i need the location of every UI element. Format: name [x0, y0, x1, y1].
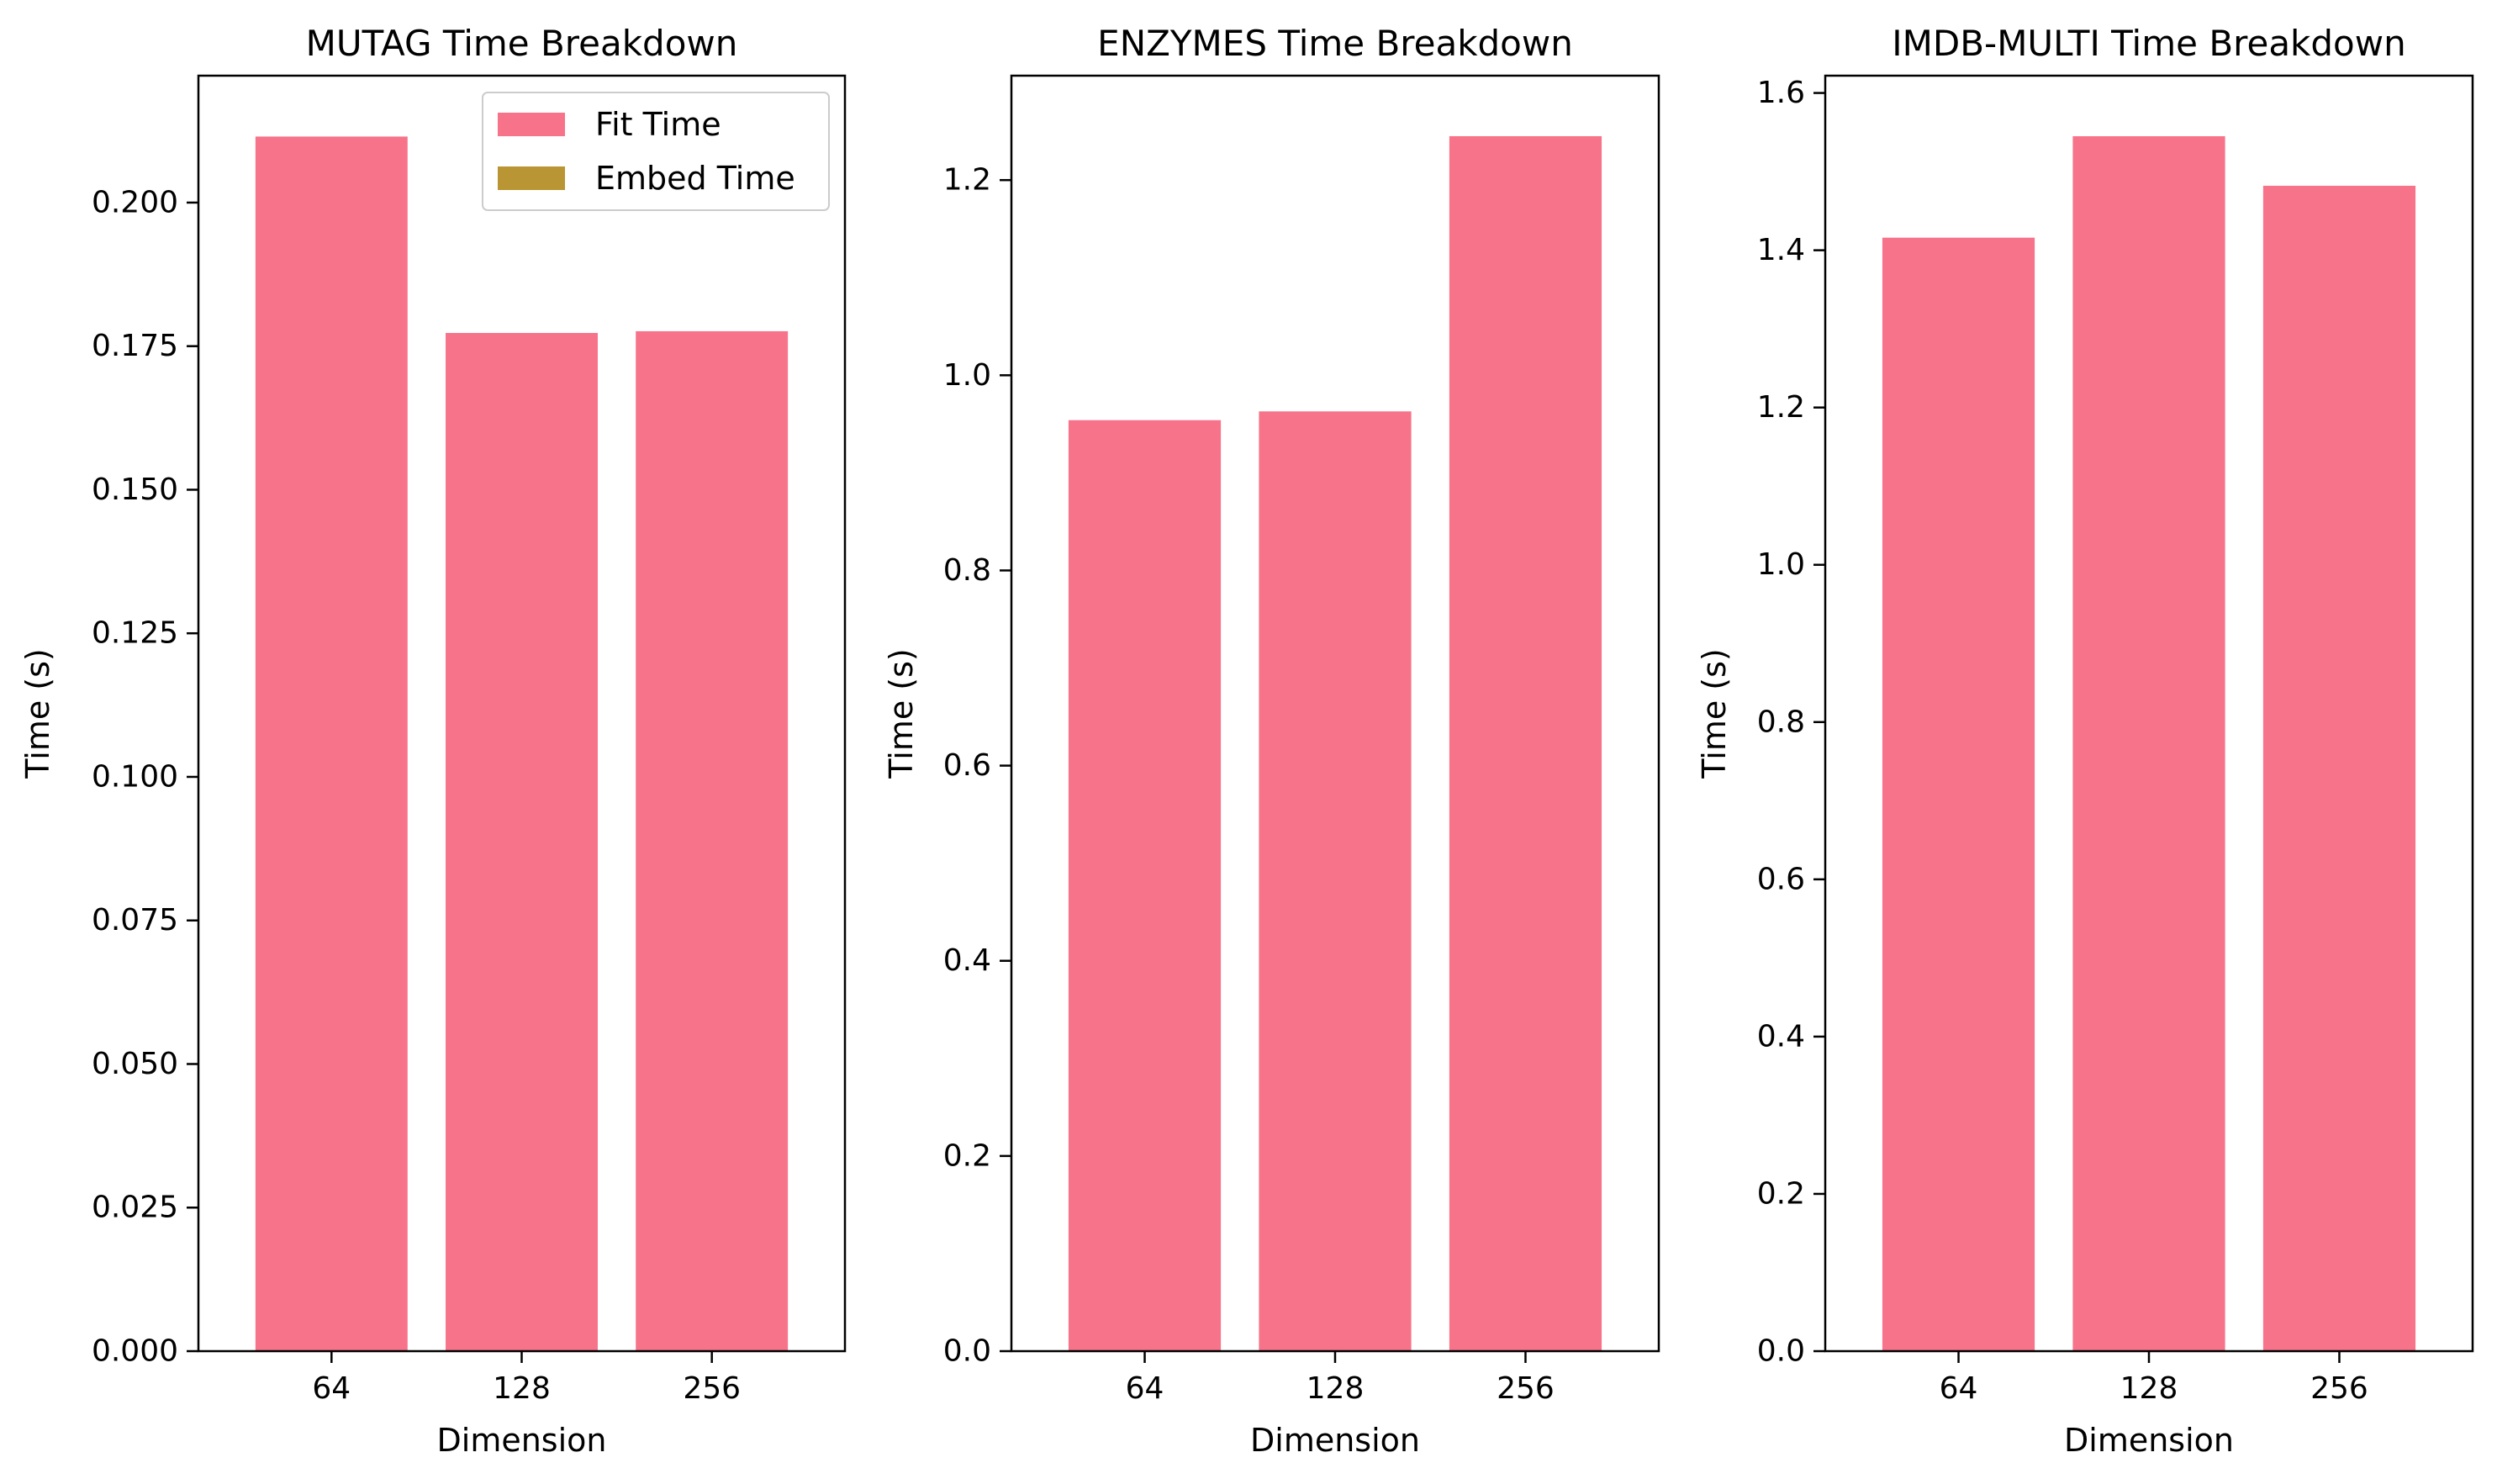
bar-fit-time-256 [2262, 185, 2416, 1351]
bar-fit-time-64 [1882, 237, 2035, 1352]
x-tick-label: 64 [312, 1371, 351, 1406]
bar-fit-time-128 [1259, 411, 1412, 1351]
x-tick-label: 256 [2310, 1371, 2368, 1406]
y-tick-label: 0.8 [1757, 705, 1805, 739]
y-tick-label: 0.200 [92, 185, 178, 219]
y-tick-label: 0.025 [92, 1191, 178, 1225]
y-tick-label: 1.2 [943, 163, 991, 198]
y-tick-label: 0.075 [92, 903, 178, 937]
y-tick-label: 0.175 [92, 329, 178, 363]
y-tick-label: 0.2 [943, 1138, 991, 1173]
y-tick-label: 0.100 [92, 759, 178, 794]
y-tick-label: 0.2 [1757, 1176, 1805, 1211]
x-tick-label: 64 [1126, 1371, 1164, 1406]
bar-fit-time-64 [255, 136, 408, 1351]
y-tick-label: 1.2 [1757, 390, 1805, 425]
y-tick-label: 0.000 [92, 1334, 178, 1369]
x-axis-label: Dimension [437, 1422, 607, 1459]
x-tick-label: 128 [2120, 1371, 2178, 1406]
y-tick-label: 0.050 [92, 1047, 178, 1081]
x-axis-label: Dimension [1250, 1422, 1420, 1459]
x-tick-label: 64 [1940, 1371, 1978, 1406]
bar-fit-time-256 [1449, 135, 1602, 1351]
y-axis-label: Time (s) [19, 648, 56, 779]
legend: Fit Time Embed Time [482, 92, 830, 211]
y-axis-label: Time (s) [883, 648, 920, 779]
y-tick-label: 0.6 [1757, 862, 1805, 896]
y-tick-label: 0.4 [943, 943, 991, 978]
y-axis-label: Time (s) [1696, 648, 1733, 779]
chart-panel-enzymes: 0.0 0.2 0.4 0.6 0.8 1.0 1.2 64 128 256 ENZYMES Tim… [883, 23, 1660, 1459]
bar-fit-time-256 [636, 330, 789, 1351]
x-tick-label: 128 [493, 1371, 551, 1406]
y-tick-label: 1.0 [943, 358, 991, 393]
y-tick-label: 1.4 [1757, 233, 1805, 267]
bar-fit-time-64 [1068, 420, 1222, 1352]
x-tick-label: 256 [1497, 1371, 1555, 1406]
bar-fit-time-128 [2072, 136, 2225, 1352]
x-tick-label: 128 [1307, 1371, 1365, 1406]
legend-swatch-embed-time [498, 166, 565, 190]
x-tick-label: 256 [683, 1371, 741, 1406]
y-tick-label: 0.4 [1757, 1019, 1805, 1054]
y-tick-label: 0.0 [1757, 1334, 1805, 1369]
y-tick-label: 0.0 [943, 1334, 991, 1369]
legend-box [482, 92, 830, 211]
y-tick-label: 0.125 [92, 616, 178, 651]
y-tick-label: 0.6 [943, 748, 991, 783]
legend-label-embed-time: Embed Time [595, 160, 795, 197]
chart-title: ENZYMES Time Breakdown [1097, 23, 1573, 64]
y-tick-label: 0.8 [943, 553, 991, 588]
bar-fit-time-128 [446, 332, 598, 1351]
x-axis-label: Dimension [2064, 1422, 2234, 1459]
chart-panel-mutag: 0.000 0.025 0.050 0.075 0.100 0.125 0.150 0.175… [19, 23, 847, 1459]
y-tick-label: 1.0 [1757, 547, 1805, 582]
chart-title: IMDB-MULTI Time Breakdown [1892, 23, 2405, 64]
legend-swatch-fit-time [498, 113, 565, 136]
y-tick-label: 0.150 [92, 473, 178, 507]
chart-title: MUTAG Time Breakdown [306, 23, 738, 64]
y-tick-label: 1.6 [1757, 76, 1805, 110]
chart-panel-imdb-multi: 0.0 0.2 0.4 0.6 0.8 1.0 1.2 1.4 1.6 64 128 256 IMDB-… [1696, 23, 2474, 1459]
legend-label-fit-time: Fit Time [595, 106, 721, 143]
